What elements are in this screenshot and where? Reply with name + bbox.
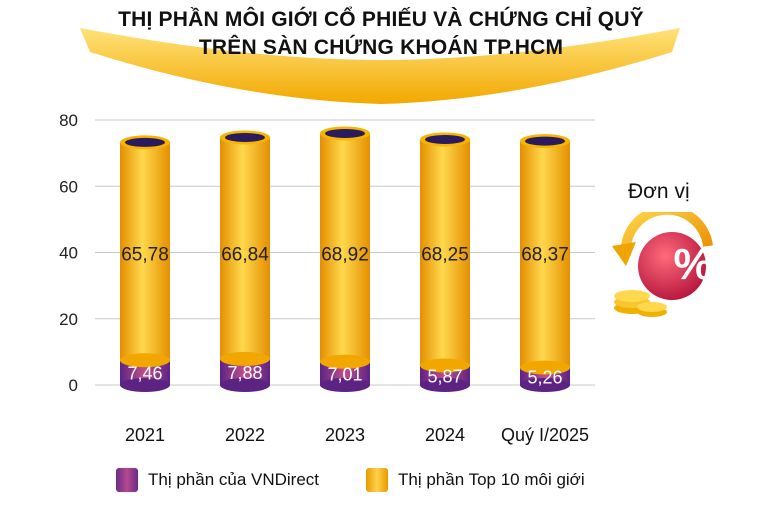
data-label-vndirect: 5,87: [427, 366, 462, 386]
legend-item-top10: Thị phần Top 10 môi giới: [366, 465, 585, 495]
bar-vndirect-base: [120, 378, 170, 392]
data-label-top10: 68,92: [321, 245, 369, 266]
legend-swatch-top10: [366, 468, 388, 492]
bar-top10: [520, 141, 570, 368]
bar-vndirect-base: [220, 378, 270, 392]
x-category-label: 2024: [425, 425, 465, 445]
x-category-label: 2021: [125, 425, 165, 445]
y-tick-label: 20: [59, 310, 78, 329]
legend-label-vndirect: Thị phần của VNDirect: [148, 470, 320, 489]
title-banner: [80, 28, 680, 104]
bar-top10-base: [320, 354, 370, 369]
percent-symbol: %: [673, 240, 713, 289]
bar-top10-cap-inner: [525, 136, 565, 146]
unit-label: Đơn vị: [628, 180, 690, 203]
bar-top10-cap-inner: [125, 137, 165, 147]
percent-coins-icon: [612, 212, 713, 317]
bar-vndirect-base: [520, 378, 570, 392]
legend-item-vndirect: Thị phần của VNDirect: [116, 465, 319, 495]
data-label-top10: 65,78: [121, 245, 169, 266]
chart-title-line-2: TRÊN SÀN CHỨNG KHOÁN TP.HCM: [198, 36, 564, 59]
y-tick-label: 40: [59, 244, 78, 263]
bar-top10-cap-inner: [425, 134, 465, 144]
bar-top10: [120, 142, 170, 361]
bar-top10: [220, 137, 270, 359]
bar-top10-cap-inner: [225, 132, 265, 142]
legend-swatch-vndirect: [116, 468, 138, 492]
bar-top10-base: [520, 360, 570, 375]
data-label-top10: 68,37: [521, 245, 569, 266]
bar-vndirect-base: [320, 378, 370, 392]
data-label-top10: 68,25: [421, 245, 469, 266]
chart-title-line-1: THỊ PHẦN MÔI GIỚI CỔ PHIẾU VÀ CHỨNG CHỈ …: [118, 8, 644, 31]
data-label-vndirect: 7,01: [327, 364, 362, 384]
data-label-vndirect: 7,88: [227, 363, 262, 383]
x-category-label: 2022: [225, 425, 265, 445]
bar-top10: [320, 133, 370, 362]
y-tick-label: 0: [69, 376, 78, 395]
legend-label-top10: Thị phần Top 10 môi giới: [398, 470, 585, 489]
data-label-vndirect: 5,26: [527, 367, 562, 387]
bar-top10-cap-inner: [325, 128, 365, 138]
y-tick-label: 80: [59, 111, 78, 130]
x-category-label: Quý I/2025: [501, 425, 589, 445]
bar-top10-base: [420, 358, 470, 373]
bar-top10-base: [120, 353, 170, 368]
data-label-vndirect: 7,46: [127, 364, 162, 384]
y-tick-label: 60: [59, 177, 78, 196]
bar-vndirect-base: [420, 378, 470, 392]
bar-top10: [420, 139, 470, 366]
x-category-label: 2023: [325, 425, 365, 445]
bar-top10-base: [220, 351, 270, 366]
data-label-top10: 66,84: [221, 245, 269, 266]
